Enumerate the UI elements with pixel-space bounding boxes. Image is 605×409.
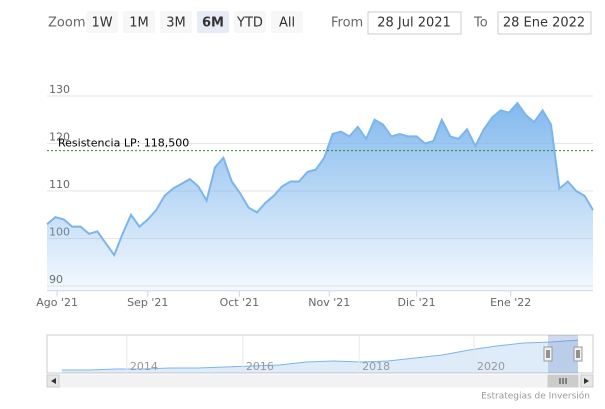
x-tick-label: Ago '21 — [36, 296, 78, 309]
series-line — [61, 339, 579, 371]
navigator-box — [46, 334, 594, 374]
x-tick-label: Oct '21 — [220, 296, 260, 309]
zoom-button-label[interactable]: 1W — [91, 16, 112, 31]
navigator-handle[interactable] — [543, 346, 553, 362]
series-line — [46, 101, 594, 258]
zoom-button[interactable] — [160, 11, 192, 33]
y-tick-label: 120 — [49, 131, 70, 144]
zoom-button-label[interactable]: 6M — [202, 16, 224, 31]
y-tick-label: 130 — [49, 83, 70, 96]
zoom-button-label[interactable]: YTD — [236, 16, 263, 31]
plot-line-label: Resistencia LP: 118,500 — [58, 137, 189, 150]
to-label: To — [473, 16, 488, 31]
zoom-button[interactable] — [197, 11, 229, 33]
zoom-button[interactable] — [271, 11, 303, 33]
nav-tick-label: 2016 — [246, 360, 274, 373]
from-label: From — [331, 16, 363, 31]
to-input-box[interactable] — [497, 11, 592, 35]
zoom-button[interactable] — [86, 11, 118, 33]
nav-tick-label: 2014 — [130, 360, 158, 373]
zoom-button[interactable] — [234, 11, 266, 33]
credits[interactable]: Estrategias de Inversión — [481, 391, 590, 402]
arrow-left — [51, 378, 56, 384]
arrow-right — [584, 378, 589, 384]
navigator-selection[interactable] — [548, 335, 578, 373]
scrollbar-track[interactable] — [46, 374, 594, 388]
to-input[interactable]: 28 Ene 2022 — [503, 16, 585, 31]
from-input[interactable]: 28 Jul 2021 — [377, 16, 451, 31]
nav-tick-label: 2020 — [477, 360, 505, 373]
y-tick-label: 110 — [49, 178, 70, 191]
zoom-button-label[interactable]: 1M — [129, 16, 149, 31]
zoom-button-label[interactable]: 3M — [166, 16, 186, 31]
nav-tick-label: 2018 — [362, 360, 390, 373]
area-fill — [47, 103, 593, 291]
zoom-label: Zoom — [48, 16, 85, 31]
area-fill — [61, 340, 579, 373]
x-tick-label: Dic '21 — [398, 296, 436, 309]
zoom-button-label[interactable]: All — [279, 16, 295, 31]
x-tick-label: Sep '21 — [127, 296, 168, 309]
zoom-button[interactable] — [123, 11, 155, 33]
from-input-box[interactable] — [367, 11, 462, 35]
x-tick-label: Nov '21 — [308, 296, 350, 309]
x-tick-label: Ene '22 — [490, 296, 531, 309]
navigator-handle[interactable] — [573, 346, 583, 362]
